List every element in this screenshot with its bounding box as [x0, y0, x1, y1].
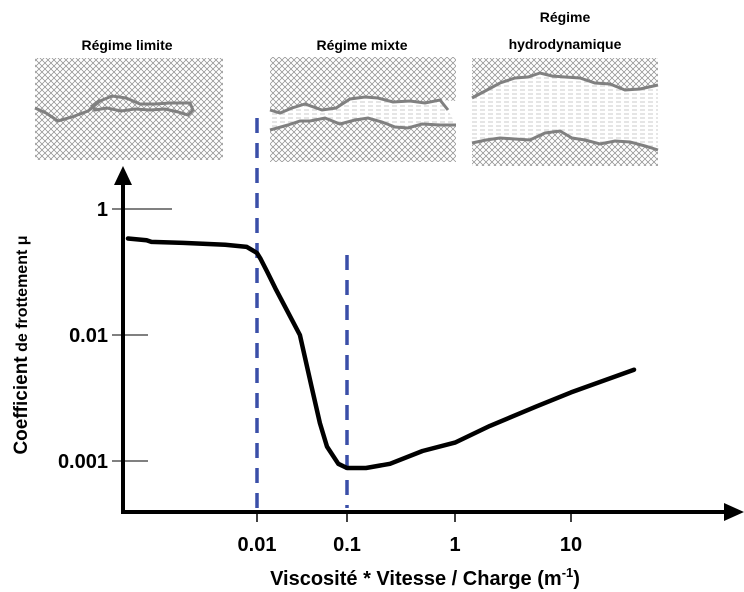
illustration-hydrodynamique	[471, 58, 659, 166]
fluid-hydro	[472, 73, 658, 150]
x-axis-arrowhead	[724, 503, 744, 521]
y-ticks: 1 0.01 0.001	[58, 199, 172, 473]
x-tick-label: 1	[449, 534, 460, 556]
regime-boundaries	[255, 118, 349, 508]
illustration-mixte	[269, 57, 456, 162]
regime-label-limite: Régime limite	[81, 37, 172, 53]
x-axis-title: Viscosité * Vitesse / Charge (m-1)	[270, 565, 580, 590]
x-tick-label: 10	[560, 534, 582, 556]
regime-label-mixte: Régime mixte	[316, 37, 407, 53]
illustration-limite	[34, 58, 223, 160]
asperity-line-limite	[34, 94, 195, 123]
x-tick-label: 0.1	[333, 534, 361, 556]
regime-label-hydro-line2: hydrodynamique	[509, 36, 622, 52]
x-ticks: 0.01 0.1 1 10	[238, 512, 582, 556]
axes	[114, 166, 744, 521]
y-tick-label: 1	[97, 199, 108, 221]
friction-curve	[125, 236, 637, 471]
asperity-line-mixte-bottom	[269, 116, 456, 132]
y-tick-label: 0.001	[58, 451, 108, 473]
fluid-mixte	[270, 97, 456, 130]
surface-line-hydro-bottom	[471, 129, 659, 152]
asperity-line-mixte-top	[269, 95, 450, 115]
y-tick-label: 0.01	[69, 325, 108, 347]
x-tick-label: 0.01	[238, 534, 277, 556]
regime-label-hydro-line1: Régime	[540, 9, 591, 25]
surface-mixte-top	[270, 57, 456, 113]
surface-hydro-top	[472, 58, 658, 98]
y-axis-title: Coefficient de frottement μ	[11, 235, 32, 454]
surface-line-hydro-top	[471, 71, 659, 100]
y-axis-arrowhead	[114, 166, 132, 185]
